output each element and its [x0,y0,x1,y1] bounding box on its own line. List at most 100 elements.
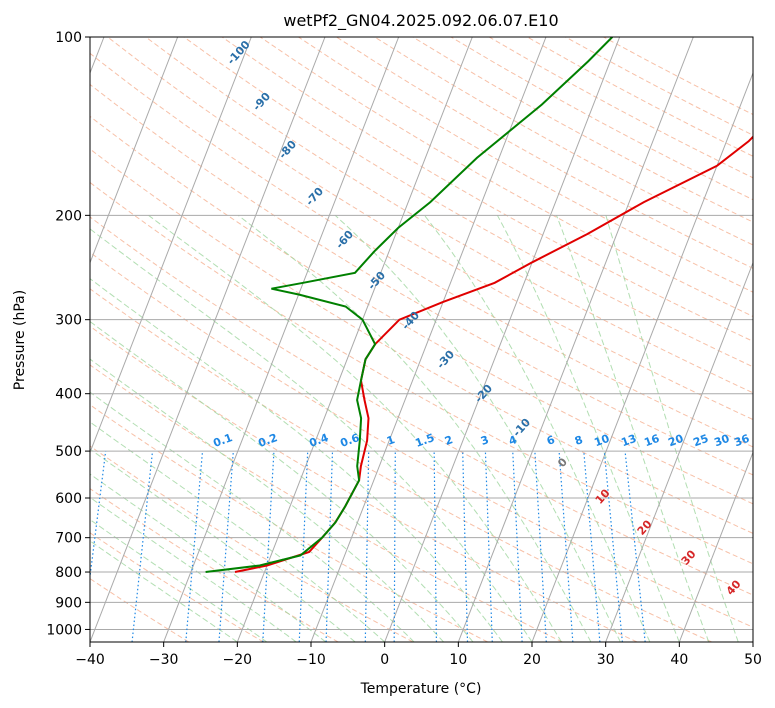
moist-adiabat [90,358,444,642]
isotherm-label: -30 [434,348,457,372]
mixing-ratio-line [433,451,438,642]
x-tick-label: 40 [670,652,688,668]
temperature-label: 20 [635,517,655,537]
mixing-ratio-label: 10 [592,432,611,450]
isotherm [384,37,621,642]
isotherm-label: -60 [333,228,356,252]
mixing-ratio-label: 30 [712,432,731,450]
moist-adiabat [90,496,297,642]
y-tick-label: 1000 [46,622,82,638]
moist-adiabat [90,473,327,642]
dry-adiabat [90,52,753,448]
x-tick-label: 30 [597,652,615,668]
dry-adiabat [90,251,753,628]
mixing-ratio-label: 8 [573,433,585,448]
mixing-ratio-line [624,451,646,642]
isotherm [531,71,753,642]
mixing-ratio-label: 13 [619,432,638,449]
plot-area: -100-90-80-70-60-50-40-30-20-10010203040… [90,37,753,642]
plot-frame [89,36,754,643]
chart-title: wetPf2_GN04.2025.092.06.07.E10 [283,11,558,31]
mixing-ratio-line [325,451,334,642]
y-tick-label: 400 [55,387,82,403]
moist-adiabat [496,215,680,642]
dry-adiabat [565,37,753,136]
dry-adiabats [90,37,753,642]
mixing-ratio-label: 1 [385,433,397,448]
moist-adiabat [148,214,562,642]
profiles [205,37,753,573]
moist-adiabat [424,214,651,642]
isotherm-label: -50 [365,269,388,293]
isotherm [90,37,179,265]
mixing-ratio-label: 1.5 [413,431,436,450]
x-tick-label: −10 [296,652,326,668]
y-tick-label: 500 [55,444,82,460]
moist-adiabat [90,320,474,642]
dry-adiabat [527,37,753,157]
mixing-ratio-line [558,451,574,642]
dry-adiabat [90,445,414,642]
temperature-label: 30 [679,547,699,567]
x-tick-label: 50 [744,652,762,668]
dry-adiabat [90,325,638,642]
isotherm [605,261,753,642]
pressure-gridlines [90,37,753,630]
moist-adiabat [334,214,621,642]
y-tick-label: 800 [55,565,82,581]
dry-adiabat [90,288,712,642]
mixing-ratio-label: 0.6 [338,431,361,450]
moist-adiabat [237,214,592,642]
dry-adiabat [412,37,753,223]
dry-adiabat [90,488,339,642]
moist-adiabat [556,215,710,642]
dry-adiabat [90,83,753,476]
y-tick-label: 700 [55,531,82,547]
y-tick-label: 900 [55,595,82,611]
y-axis: 100 200 300 400 500 600 700 800 900 1000 [46,30,90,638]
isotherm-label: -90 [250,90,273,114]
dry-adiabat [145,37,753,394]
isotherm [90,37,326,642]
mixing-ratio-line [534,451,547,642]
mixing-ratio-label: 0.1 [211,431,234,450]
mixing-ratio-line [364,451,370,642]
mixing-ratio-lines [90,451,646,642]
mixing-ratio-line [484,451,493,642]
dry-adiabat [90,578,190,642]
mixing-ratio-label: 20 [666,432,685,450]
temperature-line [234,135,753,573]
dry-adiabat [90,148,753,534]
mixing-ratio-label: 36 [732,432,751,450]
temperature-label: 0 [555,455,570,470]
isotherm [163,37,400,642]
x-tick-label: 10 [449,652,467,668]
moist-adiabat [90,519,268,642]
y-tick-label: 200 [55,208,82,224]
y-axis-label: Pressure (hPa) [12,290,28,390]
mixing-ratio-line [583,451,601,642]
moist-adiabat [90,540,238,642]
moist-adiabat [90,278,503,642]
mixing-ratio-label: 16 [642,432,661,450]
mixing-ratio-line [462,451,469,642]
mixing-ratio-line [393,451,396,642]
moist-adiabat [90,228,533,642]
mixing-ratio-label: 2 [443,433,455,448]
mixing-ratio-label: 0.4 [307,431,330,450]
y-tick-label: 100 [55,30,82,46]
dry-adiabat [259,37,753,318]
x-tick-label: 20 [523,652,541,668]
mixing-ratio-line [90,451,107,582]
x-tick-label: −20 [223,652,253,668]
dry-adiabat [90,404,488,642]
moist-adiabat [605,215,739,642]
mixing-ratio-label: 6 [545,433,557,448]
y-tick-label: 600 [55,491,82,507]
moist-adiabat [90,421,386,642]
dry-adiabat [298,37,753,293]
moist-adiabats [90,214,739,642]
moist-adiabat [90,391,415,642]
dry-adiabat [90,532,264,642]
